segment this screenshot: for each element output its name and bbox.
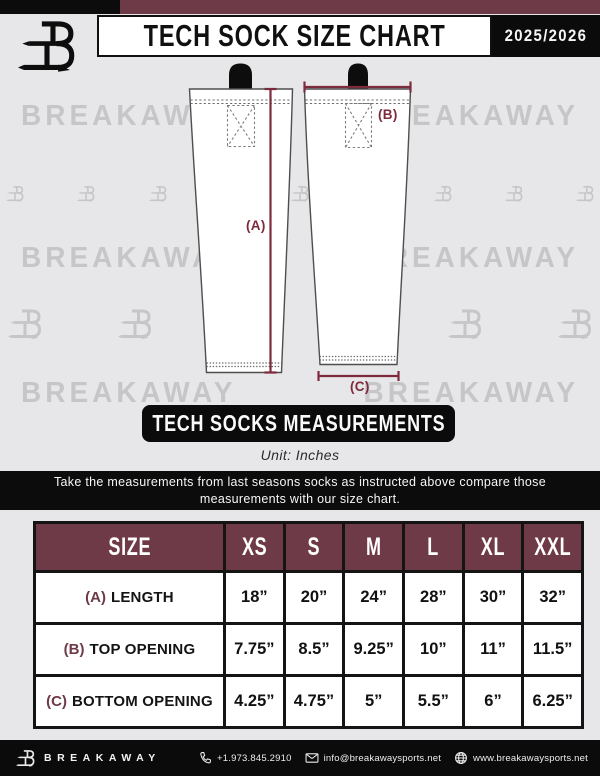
table-cell: 4.75” — [285, 677, 343, 726]
measure-label-b: (B) — [378, 107, 398, 122]
footer-bar: BREAKAWAY +1.973.845.2910 info@breakaway… — [0, 740, 600, 776]
globe-icon — [455, 752, 467, 764]
row-label-bottom-opening: (C) BOTTOM OPENING — [36, 677, 223, 726]
measure-line-c — [317, 371, 400, 381]
measure-line-b — [303, 81, 412, 93]
velcro-patch — [344, 102, 373, 149]
season-badge: 2025/2026 — [492, 15, 600, 57]
velcro-patch — [226, 104, 256, 148]
table-header-xxl: XXL — [524, 524, 581, 570]
table-cell: 7.75” — [226, 625, 283, 674]
footer-brand: BREAKAWAY — [16, 747, 161, 770]
table-cell: 11” — [464, 625, 522, 674]
sock-back-outline — [303, 88, 412, 366]
envelope-icon — [305, 753, 319, 763]
table-header-s: S — [285, 524, 343, 570]
table-cell: 28” — [405, 573, 462, 622]
footer-website: www.breakawaysports.net — [454, 751, 588, 765]
instruction-line-1: Take the measurements from last seasons … — [54, 474, 546, 489]
table-cell: 10” — [405, 625, 462, 674]
row-label-length: (A) LENGTH — [36, 573, 223, 622]
size-table: SIZE XS S M L XL XXL (A) LENGTH 18” 20” … — [33, 521, 584, 729]
phone-icon — [200, 752, 211, 764]
table-header-xs: XS — [226, 524, 283, 570]
table-cell: 4.25” — [226, 677, 283, 726]
table-cell: 5.5” — [405, 677, 462, 726]
table-cell: 18” — [226, 573, 283, 622]
top-accent-strip — [0, 0, 600, 14]
title-bar: TECH SOCK SIZE CHART — [97, 15, 492, 57]
table-cell: 5” — [345, 677, 402, 726]
table-cell: 20” — [285, 573, 343, 622]
top-accent-strip-black — [0, 0, 120, 14]
table-cell: 9.25” — [345, 625, 402, 674]
row-label-top-opening: (B) TOP OPENING — [36, 625, 223, 674]
table-header-m: M — [345, 524, 402, 570]
breakaway-logo-icon — [16, 749, 35, 767]
measurements-banner-title: TECH SOCKS MEASUREMENTS — [151, 410, 446, 436]
footer-email: info@breakawaysports.net — [305, 751, 441, 765]
table-cell: 6.25” — [524, 677, 581, 726]
table-cell: 6” — [464, 677, 522, 726]
instruction-line-2: measurements with our size chart. — [199, 491, 401, 506]
footer-brand-name: BREAKAWAY — [44, 752, 161, 764]
instruction-bar: Take the measurements from last seasons … — [0, 471, 600, 510]
page-title: TECH SOCK SIZE CHART — [143, 18, 446, 53]
table-cell: 32” — [524, 573, 581, 622]
footer-contacts: +1.973.845.2910 info@breakawaysports.net… — [198, 751, 588, 765]
table-header-size: SIZE — [36, 524, 223, 570]
measure-label-a: (A) — [246, 218, 266, 233]
breakaway-logo-icon — [18, 15, 76, 79]
table-cell: 8.5” — [285, 625, 343, 674]
table-cell: 30” — [464, 573, 522, 622]
measurements-banner: TECH SOCKS MEASUREMENTS — [142, 405, 455, 442]
measure-line-a — [264, 87, 277, 374]
footer-phone: +1.973.845.2910 — [198, 751, 292, 765]
measure-label-c: (C) — [350, 379, 370, 394]
table-header-l: L — [405, 524, 462, 570]
sock-tab — [348, 63, 368, 90]
table-cell: 11.5” — [524, 625, 581, 674]
table-header-xl: XL — [464, 524, 522, 570]
sock-tab — [229, 63, 252, 90]
unit-note: Unit: Inches — [260, 447, 340, 463]
sock-front-outline — [188, 88, 294, 374]
table-cell: 24” — [345, 573, 402, 622]
season-label: 2025/2026 — [504, 26, 588, 45]
